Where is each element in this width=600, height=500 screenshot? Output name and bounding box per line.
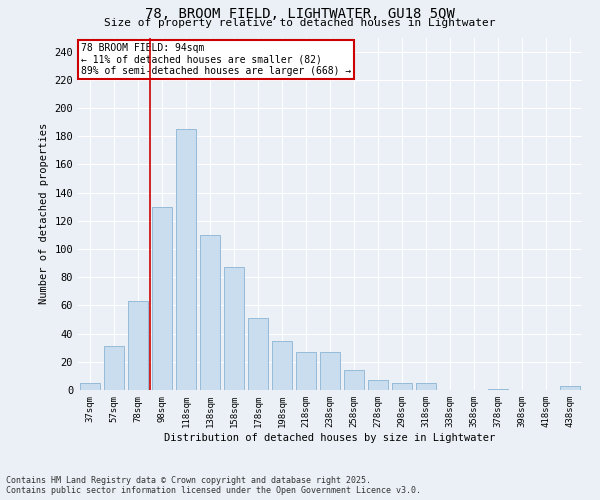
- Text: 78 BROOM FIELD: 94sqm
← 11% of detached houses are smaller (82)
89% of semi-deta: 78 BROOM FIELD: 94sqm ← 11% of detached …: [80, 43, 351, 76]
- Bar: [248, 318, 268, 390]
- Bar: [200, 235, 220, 390]
- Text: Contains HM Land Registry data © Crown copyright and database right 2025.
Contai: Contains HM Land Registry data © Crown c…: [6, 476, 421, 495]
- Bar: [128, 301, 148, 390]
- X-axis label: Distribution of detached houses by size in Lightwater: Distribution of detached houses by size …: [164, 432, 496, 442]
- Bar: [104, 346, 124, 390]
- Bar: [368, 380, 388, 390]
- Bar: [272, 340, 292, 390]
- Bar: [176, 129, 196, 390]
- Y-axis label: Number of detached properties: Number of detached properties: [39, 123, 49, 304]
- Bar: [152, 206, 172, 390]
- Bar: [488, 388, 508, 390]
- Text: Size of property relative to detached houses in Lightwater: Size of property relative to detached ho…: [104, 18, 496, 28]
- Bar: [344, 370, 364, 390]
- Bar: [320, 352, 340, 390]
- Bar: [80, 383, 100, 390]
- Bar: [560, 386, 580, 390]
- Bar: [416, 383, 436, 390]
- Bar: [392, 383, 412, 390]
- Bar: [224, 268, 244, 390]
- Text: 78, BROOM FIELD, LIGHTWATER, GU18 5QW: 78, BROOM FIELD, LIGHTWATER, GU18 5QW: [145, 8, 455, 22]
- Bar: [296, 352, 316, 390]
